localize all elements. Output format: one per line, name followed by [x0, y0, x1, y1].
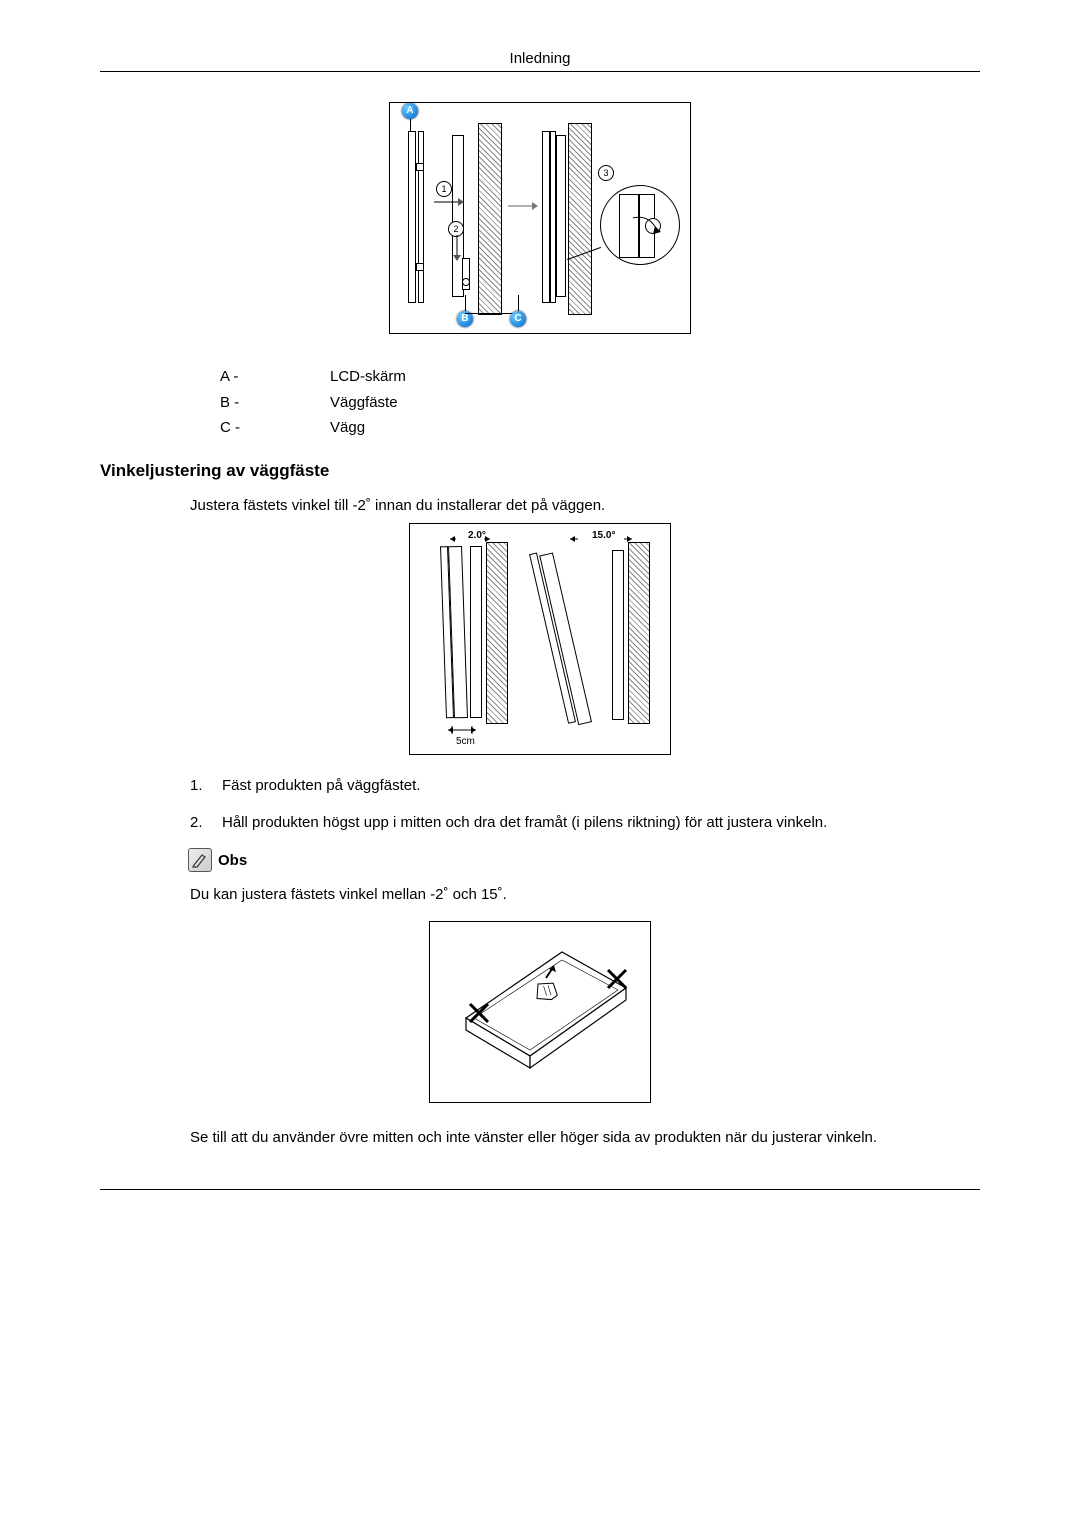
step-3-marker: 3: [598, 165, 614, 181]
page-header: Inledning: [100, 50, 980, 72]
legend-key-a: A -: [220, 364, 330, 390]
step-num-2: 2.: [190, 812, 222, 835]
badge-a: A: [402, 103, 418, 119]
steps-list: 1. Fäst produkten på väggfästet. 2. Håll…: [190, 775, 980, 834]
distance-label: 5cm: [456, 736, 475, 747]
note-block: Obs: [188, 848, 980, 872]
badge-c: C: [510, 311, 526, 327]
step-num-1: 1.: [190, 775, 222, 798]
closing-text: Se till att du använder övre mitten och …: [190, 1127, 980, 1150]
note-icon: [188, 848, 212, 872]
angle-right-label: 15.0°: [592, 530, 615, 541]
legend-key-b: B -: [220, 390, 330, 416]
legend-val-c: Vägg: [330, 415, 365, 441]
intro-text: Justera fästets vinkel till -2˚ innan du…: [190, 495, 980, 518]
legend-key-c: C -: [220, 415, 330, 441]
note-label: Obs: [218, 852, 247, 869]
diagram-grip-position: [429, 921, 651, 1103]
diagram-angle: 2.0° 5cm 15.0°: [409, 523, 671, 755]
diagram-mounting: A 1 2 B C 3: [389, 102, 691, 334]
legend-val-a: LCD-skärm: [330, 364, 406, 390]
note-text: Du kan justera fästets vinkel mellan -2˚…: [190, 884, 980, 907]
step-text-2: Håll produkten högst upp i mitten och dr…: [222, 812, 980, 835]
header-title: Inledning: [510, 50, 571, 67]
legend-val-b: Väggfäste: [330, 390, 398, 416]
legend-table: A - LCD-skärm B - Väggfäste C - Vägg: [220, 364, 980, 441]
step-1-marker: 1: [436, 181, 452, 197]
step-text-1: Fäst produkten på väggfästet.: [222, 775, 420, 798]
footer-rule: [100, 1189, 980, 1190]
angle-left-label: 2.0°: [468, 530, 486, 541]
section-heading: Vinkeljustering av väggfäste: [100, 461, 980, 481]
